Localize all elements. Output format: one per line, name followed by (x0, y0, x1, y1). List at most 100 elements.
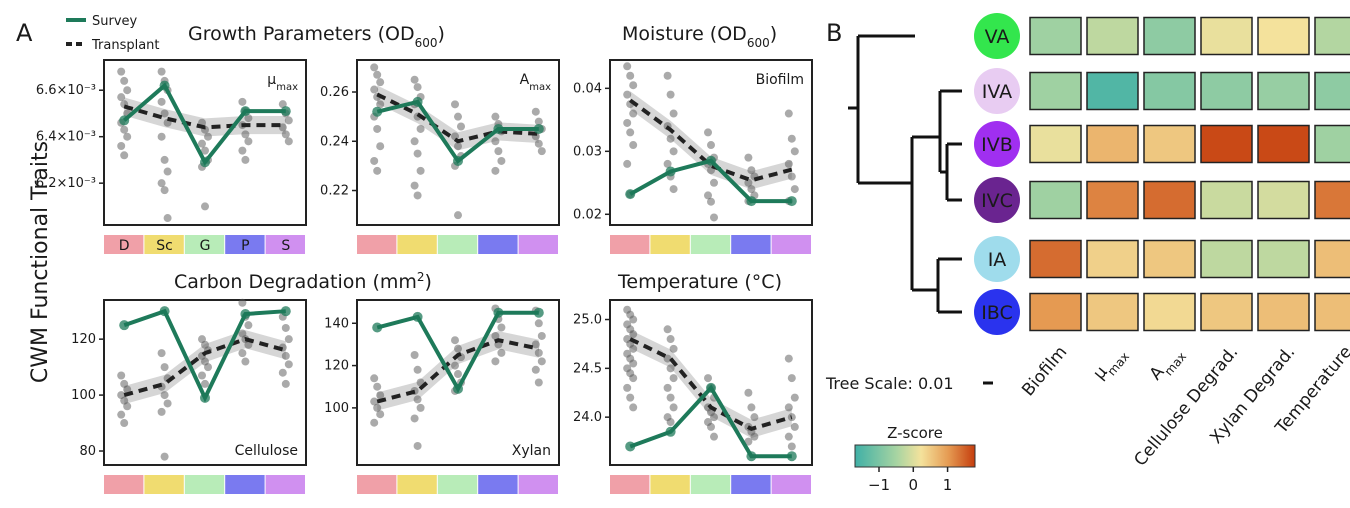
sample-point (663, 325, 672, 334)
sample-point (373, 382, 382, 391)
sample-point (373, 124, 382, 133)
header-temperature: Temperature (°C) (617, 271, 782, 293)
heatmap-cell (1257, 239, 1310, 279)
sample-point (669, 109, 678, 118)
category-swatch-g (690, 235, 731, 254)
y-tick-label: 0.04 (573, 81, 602, 96)
survey-point (412, 311, 423, 322)
corner-label: Xylan (512, 443, 551, 459)
category-swatch-g (437, 235, 478, 254)
sample-point (784, 403, 793, 412)
sample-point (370, 418, 379, 427)
heatmap-cell (1200, 124, 1253, 164)
sample-point (238, 97, 247, 106)
category-swatch-g (184, 235, 225, 254)
heatmap-cell (1257, 71, 1310, 111)
sample-point (454, 344, 462, 353)
survey-point (280, 106, 291, 117)
heatmap-cell (1257, 16, 1310, 56)
sample-point (534, 117, 543, 126)
sample-point (707, 197, 715, 206)
sample-point (413, 191, 422, 200)
sample-point (451, 100, 459, 109)
sample-point (666, 364, 675, 373)
corner-label: Amax (520, 72, 551, 93)
transplant-line (629, 98, 793, 183)
sample-point (284, 360, 293, 369)
sample-point (117, 141, 126, 150)
sample-point (666, 134, 675, 143)
category-swatch-sc (397, 475, 437, 494)
sample-point (663, 354, 672, 363)
legend-transplant-label: Transplant (91, 38, 160, 53)
category-label: G (200, 238, 211, 254)
category-label: S (281, 238, 290, 254)
tree-scale-label: Tree Scale: 0.01 (825, 374, 954, 393)
sample-point (744, 437, 753, 446)
heatmap-cell (1029, 124, 1082, 164)
sample-point (278, 368, 287, 377)
colorbar-tick-label: 0 (909, 476, 919, 494)
sample-point (787, 374, 796, 383)
sample-point (663, 71, 672, 80)
y-axis-label: CWM Functional Traits (28, 141, 53, 383)
sample-point (669, 147, 678, 156)
transplant-band (377, 85, 539, 151)
sample-point (120, 125, 129, 134)
category-swatch-sc (650, 235, 690, 254)
sample-point (241, 357, 250, 366)
sample-point (744, 153, 753, 162)
sample-point (663, 383, 672, 392)
clade-label: IVB (981, 134, 1013, 156)
sample-point (707, 141, 715, 150)
dendrogram (848, 34, 962, 314)
sample-point (370, 156, 379, 165)
category-swatch-s (518, 475, 558, 494)
sample-point (157, 132, 166, 141)
category-swatch-d (104, 235, 144, 254)
heatmap-cell (1086, 16, 1139, 56)
sample-point (626, 393, 635, 402)
sample-point (710, 413, 718, 422)
survey-point (746, 196, 757, 207)
sample-point (410, 181, 419, 190)
legend-survey-label: Survey (92, 14, 138, 29)
y-tick-label: 120 (71, 332, 96, 347)
sample-point (376, 142, 385, 151)
sample-point (278, 123, 287, 132)
y-tick-label: 6.4×10⁻³ (36, 130, 96, 145)
plot-frame (609, 299, 813, 466)
category-swatch-d (357, 235, 397, 254)
sample-point (623, 118, 632, 127)
sample-point (666, 393, 675, 402)
y-tick-label: 0.24 (320, 134, 349, 149)
tree-branch-i (912, 257, 962, 314)
sample-point (491, 331, 500, 340)
transplant-line (629, 337, 793, 432)
heatmap-cell (1143, 71, 1196, 111)
category-swatch-s (265, 235, 305, 254)
sample-point (491, 112, 500, 121)
heatmap-cell (1200, 239, 1253, 279)
sample-point (707, 422, 715, 431)
category-label: P (241, 238, 249, 254)
sample-point (244, 321, 253, 330)
heatmap-cell (1257, 124, 1310, 164)
y-tick-label: 100 (324, 401, 349, 416)
sample-point (531, 107, 540, 116)
heatmap-cell (1257, 180, 1310, 220)
category-swatch-sc (650, 475, 690, 494)
sample-point (750, 413, 759, 422)
sample-point (373, 70, 382, 79)
y-tick-label: 0.02 (573, 207, 602, 222)
heatmap-column-label: μmax (1089, 342, 1132, 386)
survey-point (625, 189, 636, 200)
sample-point (413, 441, 422, 450)
heatmap-cell (1314, 292, 1350, 332)
colorbar (854, 444, 976, 468)
sample-point (629, 109, 638, 118)
sample-point (629, 374, 638, 383)
sample-point (790, 422, 799, 431)
sample-point (454, 211, 462, 220)
